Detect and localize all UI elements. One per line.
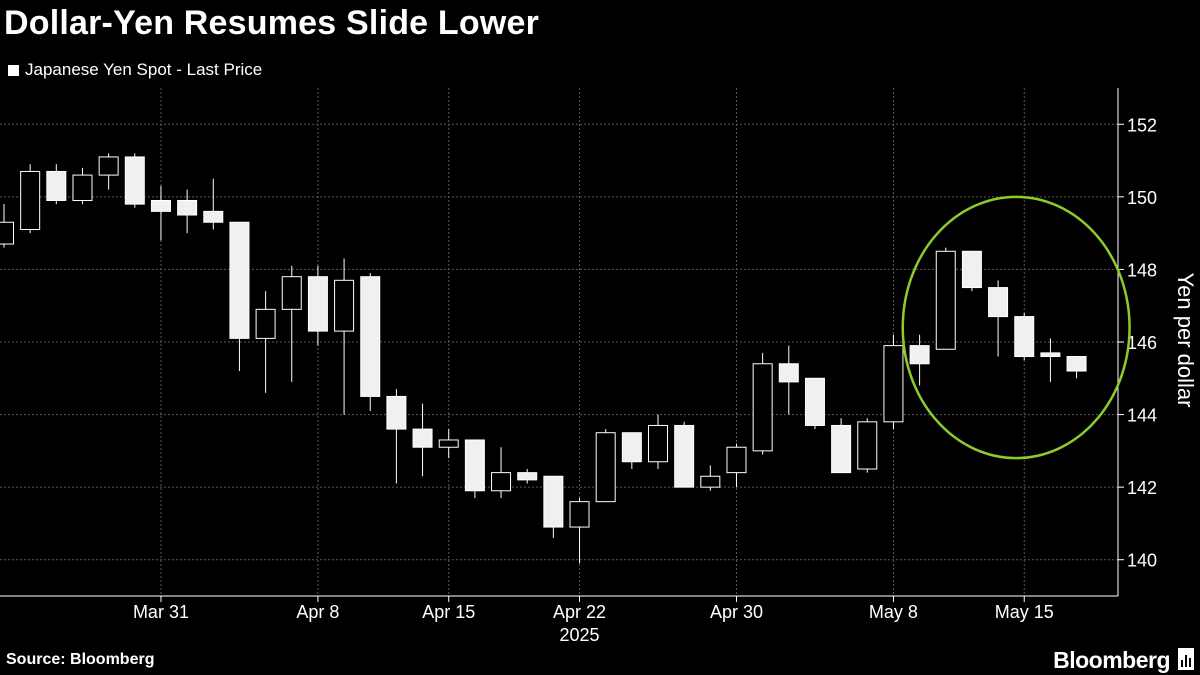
- x-tick-label: Apr 22: [553, 602, 606, 622]
- candle-body: [726, 446, 747, 474]
- candle-body: [1014, 316, 1035, 358]
- candle-body: [831, 424, 852, 474]
- candle-body: [883, 345, 904, 423]
- candle-body: [961, 250, 982, 289]
- candle-body: [229, 221, 250, 339]
- legend-label: Japanese Yen Spot - Last Price: [25, 60, 263, 79]
- x-year-label: 2025: [559, 625, 599, 645]
- candle-body: [20, 170, 41, 231]
- candle-body: [909, 345, 930, 365]
- x-tick-label: Apr 8: [296, 602, 339, 622]
- candle-body: [752, 363, 773, 452]
- candle-body: [857, 421, 878, 470]
- candle-body: [281, 276, 302, 310]
- x-tick-label: Apr 30: [710, 602, 763, 622]
- candle-body: [1066, 356, 1087, 372]
- candle-body: [988, 287, 1009, 318]
- x-tick-label: May 15: [995, 602, 1054, 622]
- candle-body: [203, 210, 224, 223]
- y-axis-title: Yen per dollar: [1173, 273, 1198, 408]
- candle-body: [255, 308, 276, 339]
- candle-body: [386, 395, 407, 430]
- candle-body: [464, 439, 485, 492]
- candle-body: [1040, 352, 1061, 358]
- y-tick-label: 148: [1127, 260, 1157, 280]
- candle-body: [412, 428, 433, 448]
- y-tick-label: 144: [1127, 406, 1157, 426]
- x-tick-label: May 8: [869, 602, 918, 622]
- candle-body: [360, 276, 381, 397]
- x-tick-label: Mar 31: [133, 602, 189, 622]
- source-note: Source: Bloomberg: [6, 651, 155, 668]
- legend-swatch: [8, 64, 19, 76]
- candle-body: [177, 199, 198, 216]
- legend: Japanese Yen Spot - Last Price: [8, 60, 262, 80]
- chart-title: Dollar-Yen Resumes Slide Lower: [4, 4, 540, 42]
- candle-body: [150, 199, 171, 212]
- candle-body: [307, 276, 328, 332]
- candle-body: [98, 156, 119, 176]
- candle-body: [0, 221, 14, 245]
- bloomberg-logo: Bloomberg: [1053, 647, 1170, 673]
- candle-body: [517, 472, 538, 481]
- candle-body: [72, 174, 93, 201]
- candle-body: [648, 424, 668, 463]
- candle-body: [491, 472, 512, 492]
- candle-body: [804, 377, 825, 426]
- y-tick-label: 152: [1127, 115, 1157, 135]
- candle-body: [700, 475, 721, 488]
- y-tick-label: 142: [1127, 478, 1157, 498]
- bloomberg-terminal-icon: [1178, 648, 1194, 670]
- y-tick-label: 140: [1127, 551, 1157, 571]
- candle-body: [438, 439, 459, 448]
- candle-body: [778, 363, 799, 383]
- candle-body: [46, 170, 67, 201]
- y-tick-label: 146: [1127, 333, 1157, 353]
- candle-body: [595, 432, 616, 503]
- candle-body: [543, 475, 564, 528]
- highlight-ellipse: [901, 195, 1131, 460]
- candle-body: [935, 250, 956, 350]
- y-tick-label: 150: [1127, 188, 1157, 208]
- candle-body: [334, 279, 355, 332]
- candle-body: [569, 501, 590, 528]
- candle-body: [124, 156, 145, 205]
- x-tick-label: Apr 15: [422, 602, 475, 622]
- candle-body: [674, 424, 695, 488]
- candle-body: [621, 432, 642, 463]
